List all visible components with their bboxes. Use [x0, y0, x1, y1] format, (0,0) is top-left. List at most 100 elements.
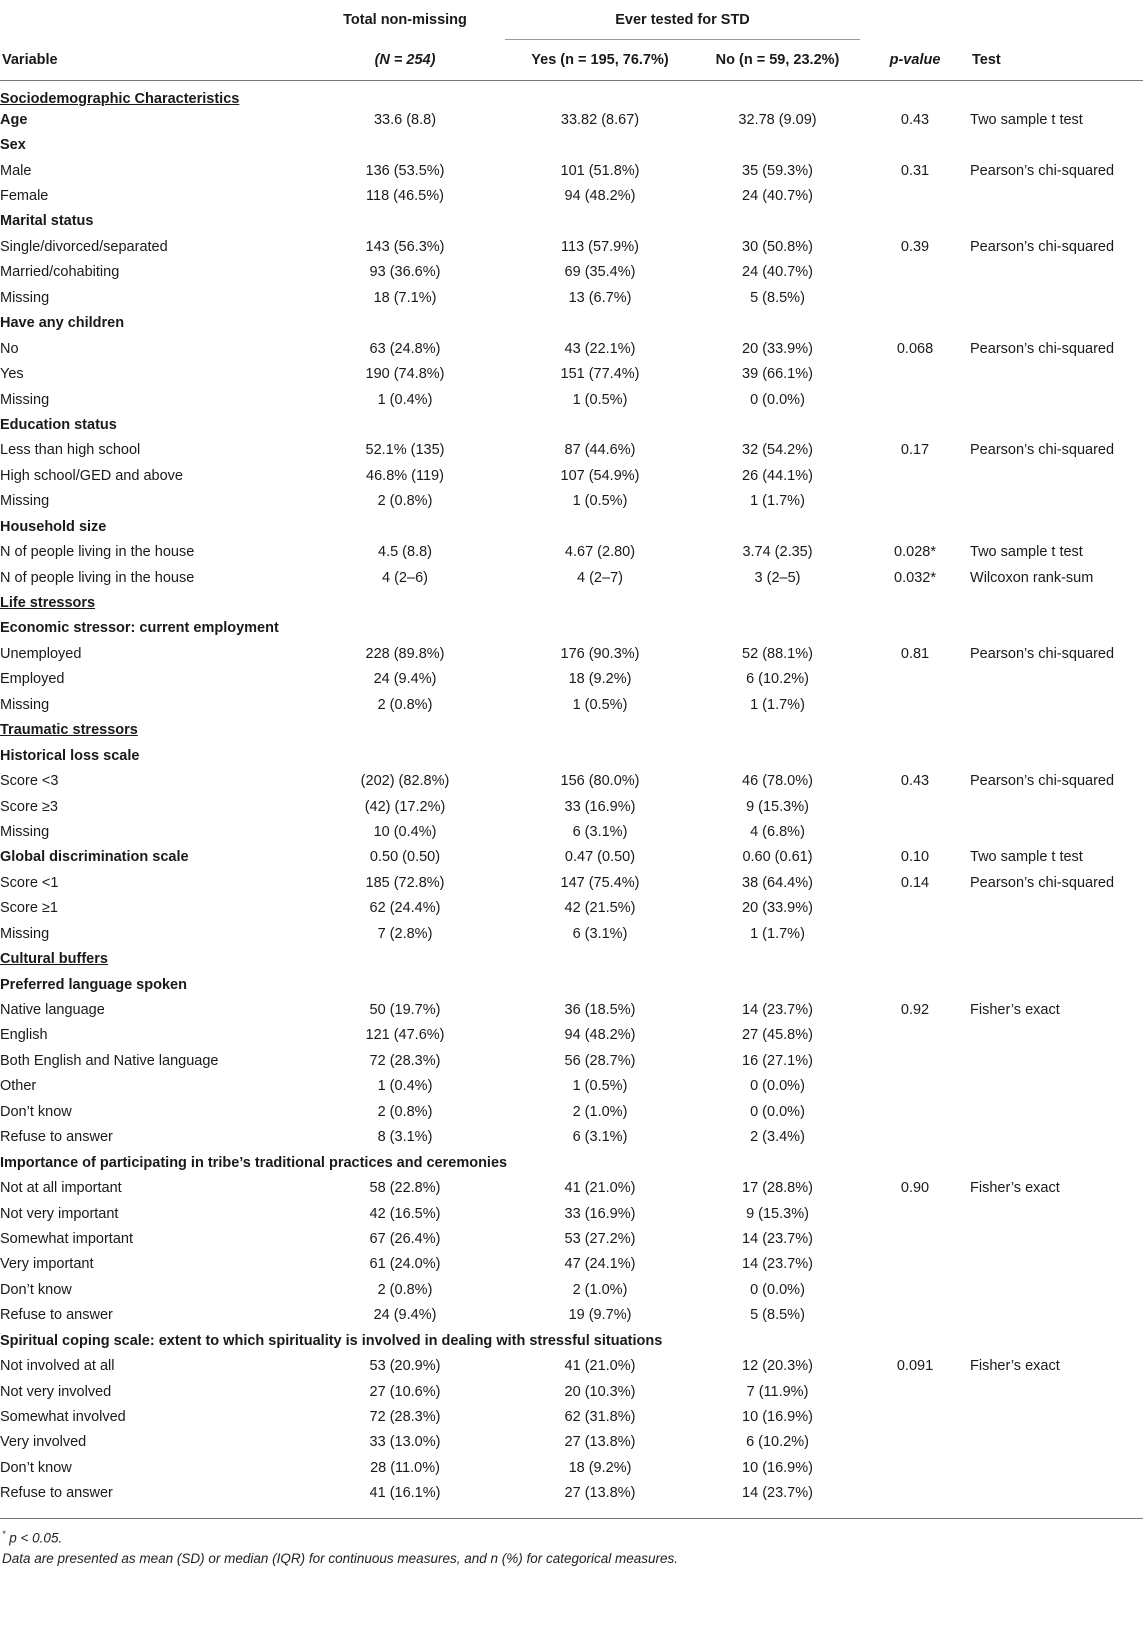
table-row: Missing 18 (7.1%) 13 (6.7%) 5 (8.5%)	[0, 285, 1143, 310]
cell-p-value	[860, 1481, 970, 1506]
header-yes: Yes (n = 195, 76.7%)	[505, 40, 695, 81]
header-variable: Variable	[0, 40, 305, 81]
cell-variable: Score ≥3	[0, 798, 58, 815]
cell-variable: Single/divorced/separated	[0, 238, 168, 255]
cell-p-value: 0.091	[896, 1358, 934, 1375]
cell-p-value	[860, 692, 970, 717]
cell-variable: Somewhat involved	[0, 1409, 126, 1426]
cell-yes: 20 (10.3%)	[564, 1383, 636, 1400]
cell-variable: Score <1	[0, 874, 59, 891]
cell-p-value: 0.81	[900, 645, 930, 662]
cell-p-value	[860, 1074, 970, 1099]
cell-variable: Score <3	[0, 773, 59, 790]
cell-total: 4.5 (8.8)	[378, 544, 432, 561]
cell-p-value	[860, 667, 970, 692]
cell-test	[970, 1430, 1143, 1455]
cell-test	[970, 361, 1143, 386]
cell-total: 58 (22.8%)	[369, 1180, 441, 1197]
cell-variable: Not involved at all	[0, 1358, 115, 1375]
section-label: Traumatic stressors	[0, 718, 1143, 743]
cell-variable: Not at all important	[0, 1180, 122, 1197]
footnote-data-note: Data are presented as mean (SD) or media…	[2, 1551, 679, 1566]
table-row: Missing 10 (0.4%) 6 (3.1%) 4 (6.8%)	[0, 819, 1143, 844]
cell-no: 1 (1.7%)	[750, 696, 805, 713]
table-row: Missing 1 (0.4%) 1 (0.5%) 0 (0.0%)	[0, 387, 1143, 412]
variable-heading: Importance of participating in tribe’s t…	[0, 1154, 508, 1171]
cell-yes: 87 (44.6%)	[564, 442, 636, 459]
cell-test	[970, 285, 1143, 310]
cell-yes: 4 (2–7)	[577, 569, 623, 586]
cell-no: 16 (27.1%)	[742, 1052, 813, 1069]
cell-total: 33 (13.0%)	[369, 1434, 441, 1451]
section-label: Cultural buffers	[0, 946, 1143, 971]
cell-variable: Don’t know	[0, 1281, 72, 1298]
table-row: Not very important 42 (16.5%) 33 (16.9%) 9 …	[0, 1201, 1143, 1226]
cell-no: 39 (66.1%)	[742, 366, 813, 383]
cell-p-value: 0.43	[900, 111, 930, 128]
table-row: Other 1 (0.4%) 1 (0.5%) 0 (0.0%)	[0, 1074, 1143, 1099]
cell-total: (42) (17.2%)	[364, 798, 446, 815]
cell-no: 17 (28.8%)	[742, 1180, 813, 1197]
cell-yes: 43 (22.1%)	[564, 340, 636, 357]
table-row: Score <3 (202) (82.8%) 156 (80.0%) 46 (78.0…	[0, 768, 1143, 793]
cell-variable: Refuse to answer	[0, 1129, 113, 1146]
cell-no: 9 (15.3%)	[746, 1205, 809, 1222]
cell-variable: Yes	[0, 366, 24, 383]
cell-variable: Missing	[0, 289, 50, 306]
cell-test: Fisher’s exact	[970, 1180, 1060, 1197]
cell-test: Two sample t test	[970, 111, 1083, 128]
cell-no: 32.78 (9.09)	[738, 111, 817, 128]
cell-yes: 47 (24.1%)	[564, 1256, 636, 1273]
cell-yes: 62 (31.8%)	[564, 1409, 636, 1426]
cell-total: 33.6 (8.8)	[373, 111, 437, 128]
cell-p-value	[860, 1226, 970, 1251]
header-p-value-text: p-value	[889, 52, 941, 68]
cell-yes: 156 (80.0%)	[560, 773, 640, 790]
cell-yes: 2 (1.0%)	[572, 1103, 628, 1120]
section-label-text: Life stressors	[0, 595, 96, 612]
cell-total: 41 (16.1%)	[369, 1485, 441, 1502]
table-body: Sociodemographic Characteristics Age 33.6 …	[0, 81, 1143, 1507]
cell-total: 185 (72.8%)	[365, 874, 445, 891]
cell-test: Fisher’s exact	[970, 1358, 1060, 1375]
cell-no: 1 (1.7%)	[750, 925, 805, 942]
cell-no: 32 (54.2%)	[742, 442, 813, 459]
table-row: Less than high school 52.1% (135) 87 (44.6…	[0, 438, 1143, 463]
cell-no: 0 (0.0%)	[750, 1281, 805, 1298]
table-row: Not very involved 27 (10.6%) 20 (10.3%) 7 (…	[0, 1379, 1143, 1404]
cell-total: 190 (74.8%)	[365, 366, 445, 383]
cell-variable: N of people living in the house	[0, 544, 195, 561]
cell-p-value: 0.90	[900, 1180, 930, 1197]
cell-test	[970, 819, 1143, 844]
cell-total: 4 (2–6)	[382, 569, 428, 586]
cell-no: 9 (15.3%)	[746, 798, 809, 815]
cell-yes: 13 (6.7%)	[568, 289, 632, 306]
section-row: Cultural buffers	[0, 946, 1143, 971]
cell-no: 14 (23.7%)	[742, 1002, 813, 1019]
cell-test	[970, 692, 1143, 717]
cell-p-value: 0.032*	[894, 569, 936, 586]
cell-p-value: 0.92	[900, 1002, 930, 1019]
cell-p-value: 0.43	[900, 773, 930, 790]
section-row: Life stressors	[0, 590, 1143, 615]
header-group-label: Ever tested for STD	[615, 12, 750, 28]
cell-total: 2 (0.8%)	[377, 1103, 433, 1120]
cell-test: Two sample t test	[970, 544, 1083, 561]
cell-no: 35 (59.3%)	[742, 162, 813, 179]
cell-variable: Married/cohabiting	[0, 264, 120, 281]
table-row: Global discrimination scale 0.50 (0.50) 0.…	[0, 845, 1143, 870]
cell-test	[970, 1048, 1143, 1073]
variable-heading-row: Have any children	[0, 311, 1143, 336]
cell-p-value	[860, 1430, 970, 1455]
cell-variable: Less than high school	[0, 442, 141, 459]
cell-no: 46 (78.0%)	[742, 773, 813, 790]
cell-variable: Somewhat important	[0, 1230, 133, 1247]
cell-total: 143 (56.3%)	[365, 238, 445, 255]
cell-test: Wilcoxon rank-sum	[970, 569, 1094, 586]
cell-yes: 41 (21.0%)	[564, 1358, 636, 1375]
table-row: N of people living in the house 4.5 (8.8)…	[0, 539, 1143, 564]
header-spacer-p	[860, 0, 970, 40]
header-total-line1: Total non-missing	[343, 12, 467, 28]
variable-heading-row: Sex	[0, 132, 1143, 157]
cell-total: 24 (9.4%)	[373, 1307, 437, 1324]
